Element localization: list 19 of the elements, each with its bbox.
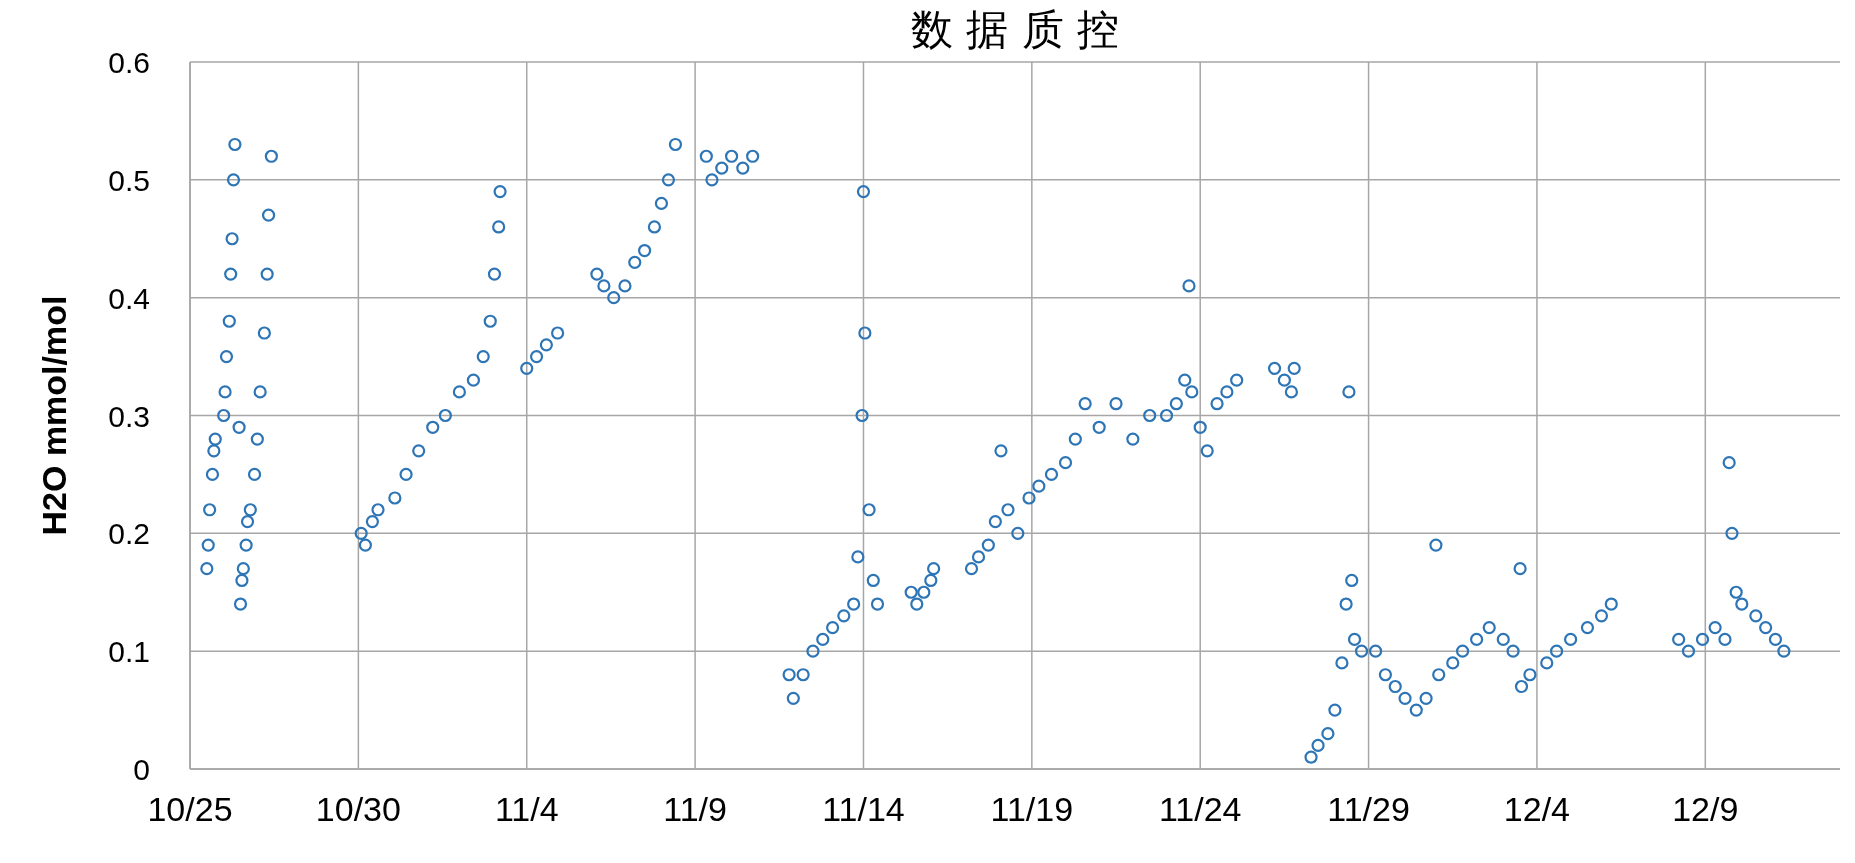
x-tick-label: 11/14	[822, 790, 905, 828]
x-tick-label: 10/25	[147, 790, 233, 828]
x-tick-label: 11/29	[1327, 790, 1410, 828]
x-tick-label: 11/4	[494, 790, 559, 828]
title: 数 据 质 控	[910, 5, 1120, 54]
x-tick-label: 12/4	[1503, 790, 1571, 828]
y-tick-label: 0.1	[108, 635, 150, 669]
x-tick-label: 11/9	[663, 790, 727, 828]
x-tick-label: 11/24	[1158, 790, 1242, 828]
y-tick-label: 0.5	[108, 163, 150, 197]
y-tick-label: 0.6	[108, 46, 150, 79]
x-tick-label: 11/19	[990, 790, 1074, 828]
y-tick-label: 0.4	[108, 281, 150, 315]
y-tick-label: 0	[133, 753, 150, 786]
y-tick-label: 0.2	[108, 517, 150, 551]
x-tick-label: 10/30	[315, 790, 401, 828]
y-axis-title: H2O mmol/mol	[35, 295, 73, 536]
y-tick-label: 0.3	[108, 399, 150, 433]
x-tick-label: 12/9	[1672, 790, 1739, 828]
